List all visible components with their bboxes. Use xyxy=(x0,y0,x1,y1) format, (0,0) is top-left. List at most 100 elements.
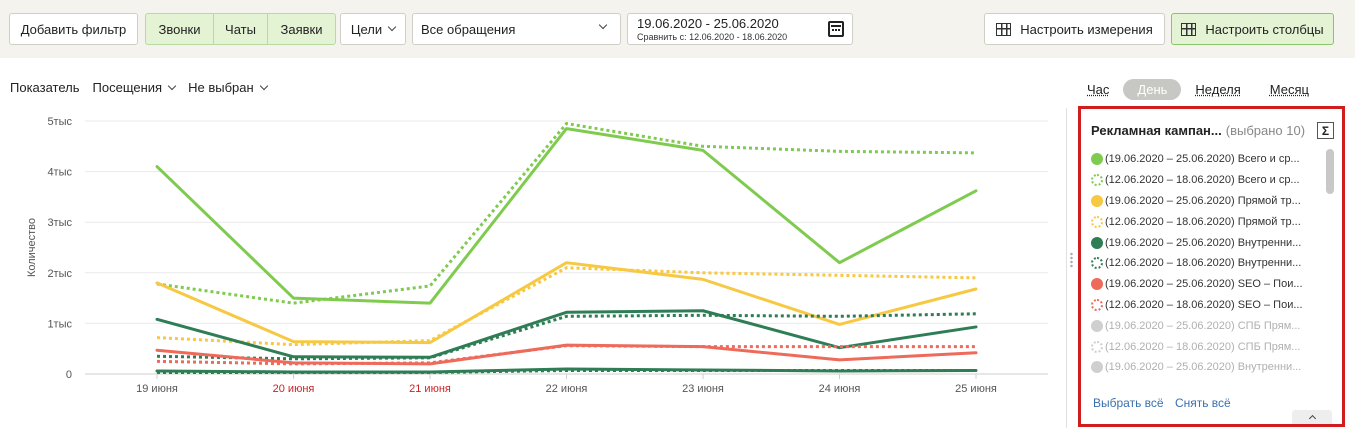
x-tick-label: 20 июня xyxy=(273,383,315,395)
series-marker-icon xyxy=(1091,319,1103,332)
legend-item-label: (12.06.2020 – 18.06.2020) SEO – Пои... xyxy=(1105,298,1303,311)
y-tick-label: 5тыс xyxy=(47,116,72,128)
legend-item-label: (12.06.2020 – 18.06.2020) СПБ Прям... xyxy=(1105,340,1301,353)
legend-title-text: Рекламная кампан... xyxy=(1091,123,1222,138)
legend-item-label: (12.06.2020 – 18.06.2020) Прямой тр... xyxy=(1105,215,1301,228)
configure-dimensions-label: Настроить измерения xyxy=(1020,21,1153,37)
date-range-picker[interactable]: 19.06.2020 - 25.06.2020 Сравнить с: 12.0… xyxy=(627,13,853,45)
series-line-comparison xyxy=(156,344,976,366)
legend-item-label: (12.06.2020 – 18.06.2020) Всего и ср... xyxy=(1105,174,1300,187)
legend-panel: Рекламная кампан... (выбрано 10) Σ (19.06… xyxy=(1078,106,1345,427)
table-grid-icon xyxy=(1181,22,1197,36)
legend-list: (19.06.2020 – 25.06.2020) Всего и ср... (… xyxy=(1091,149,1323,377)
series-line xyxy=(155,367,978,374)
legend-selected-count: (выбрано 10) xyxy=(1225,123,1306,138)
panel-divider xyxy=(1066,108,1067,428)
legend-item[interactable]: (12.06.2020 – 18.06.2020) SEO – Пои... xyxy=(1091,295,1323,316)
chevron-down-icon xyxy=(259,81,268,90)
metric-selector-row: Показатель Посещения Не выбран xyxy=(10,80,268,95)
calendar-icon[interactable] xyxy=(828,21,844,37)
legend-item-label: (19.06.2020 – 25.06.2020) Прямой тр... xyxy=(1105,194,1301,207)
tab-hour[interactable]: Час xyxy=(1087,82,1110,97)
legend-panel-title: Рекламная кампан... (выбрано 10) xyxy=(1091,123,1305,138)
series-dashed-marker-icon xyxy=(1091,340,1103,353)
metric-dropdown[interactable]: Посещения xyxy=(92,80,177,95)
y-axis-label: Количество xyxy=(26,218,38,277)
segment-chats[interactable]: Чаты xyxy=(214,14,268,44)
legend-item[interactable]: (19.06.2020 – 25.06.2020) SEO – Пои... xyxy=(1091,274,1323,295)
second-metric-dropdown[interactable]: Не выбран xyxy=(188,80,268,95)
second-metric-value: Не выбран xyxy=(188,80,254,95)
legend-item[interactable]: (19.06.2020 – 25.06.2020) СПБ Прям... xyxy=(1091,315,1323,336)
x-tick-label: 22 июня xyxy=(546,383,588,395)
configure-dimensions-button[interactable]: Настроить измерения xyxy=(984,13,1165,45)
add-filter-button[interactable]: Добавить фильтр xyxy=(9,13,138,45)
requests-select-value: Все обращения xyxy=(421,21,516,37)
compare-range-value: Сравнить с: 12.06.2020 - 18.06.2020 xyxy=(637,32,788,42)
chevron-down-icon xyxy=(598,20,608,30)
y-tick-label: 1тыс xyxy=(47,318,72,330)
segment-requests[interactable]: Заявки xyxy=(280,21,323,37)
legend-item[interactable]: (19.06.2020 – 25.06.2020) Прямой тр... xyxy=(1091,191,1323,212)
legend-item-label: (19.06.2020 – 25.06.2020) Всего и ср... xyxy=(1105,153,1300,166)
series-line-comparison xyxy=(156,312,977,361)
source-segment-group: Звонки Чаты Заявки xyxy=(145,13,336,45)
metric-label: Показатель xyxy=(10,80,80,95)
legend-scrollbar[interactable] xyxy=(1326,149,1334,194)
y-tick-label: 4тыс xyxy=(47,167,72,179)
period-tabs: Час День Неделя Месяц xyxy=(1087,79,1309,100)
sigma-button[interactable]: Σ xyxy=(1317,122,1334,139)
requests-select[interactable]: Все обращения xyxy=(412,13,621,45)
legend-item[interactable]: (19.06.2020 – 25.06.2020) Внутренни... xyxy=(1091,357,1323,377)
clear-all-link[interactable]: Снять всё xyxy=(1174,396,1231,410)
resize-handle-icon[interactable] xyxy=(1070,252,1073,268)
date-range-value: 19.06.2020 - 25.06.2020 xyxy=(637,16,779,31)
metric-value: Посещения xyxy=(92,80,163,95)
series-line-comparison xyxy=(156,122,977,305)
configure-columns-label: Настроить столбцы xyxy=(1205,21,1324,37)
legend-item[interactable]: (12.06.2020 – 18.06.2020) СПБ Прям... xyxy=(1091,336,1323,357)
chevron-down-icon xyxy=(387,22,397,32)
series-line-comparison xyxy=(157,368,976,374)
series-marker-icon xyxy=(1091,278,1103,291)
legend-item[interactable]: (12.06.2020 – 18.06.2020) Внутренни... xyxy=(1091,253,1323,274)
series-marker-icon xyxy=(1091,194,1103,207)
segment-calls[interactable]: Звонки xyxy=(146,14,214,44)
series-marker-icon xyxy=(1091,153,1103,166)
series-dashed-marker-icon xyxy=(1091,298,1103,311)
legend-item-label: (19.06.2020 – 25.06.2020) Внутренни... xyxy=(1105,236,1302,249)
series-line xyxy=(155,309,978,359)
tab-week[interactable]: Неделя xyxy=(1195,82,1241,97)
legend-item[interactable]: (12.06.2020 – 18.06.2020) Всего и ср... xyxy=(1091,170,1323,191)
x-tick-label: 23 июня xyxy=(682,383,724,395)
series-line xyxy=(155,261,978,345)
series-line xyxy=(155,127,978,305)
legend-item-label: (19.06.2020 – 25.06.2020) Внутренни... xyxy=(1105,361,1302,374)
x-tick-label: 21 июня xyxy=(409,383,451,395)
tab-month[interactable]: Месяц xyxy=(1269,82,1309,97)
y-tick-label: 2тыс xyxy=(47,268,72,280)
series-marker-icon xyxy=(1091,236,1103,249)
x-tick-label: 19 июня xyxy=(136,383,178,395)
goals-dropdown[interactable]: Цели xyxy=(340,13,406,45)
line-chart: 0 1тыс 2тыс 3тыс 4тыс 5тыс Количество 19 июня 20… xyxy=(26,116,1048,395)
collapse-button[interactable] xyxy=(1292,410,1332,424)
add-filter-label: Добавить фильтр xyxy=(20,21,127,37)
legend-item[interactable]: (19.06.2020 – 25.06.2020) Всего и ср... xyxy=(1091,149,1323,170)
configure-columns-button[interactable]: Настроить столбцы xyxy=(1171,13,1334,45)
chevron-up-icon xyxy=(1308,414,1316,423)
series-dashed-marker-icon xyxy=(1091,215,1103,228)
legend-item-label: (19.06.2020 – 25.06.2020) SEO – Пои... xyxy=(1105,278,1303,291)
legend-item-label: (12.06.2020 – 18.06.2020) Внутренни... xyxy=(1105,257,1302,270)
toolbar: Добавить фильтр Звонки Чаты Заявки Цели … xyxy=(0,0,1355,58)
chevron-down-icon xyxy=(167,81,177,90)
y-tick-label: 0 xyxy=(66,369,72,381)
select-all-link[interactable]: Выбрать всё xyxy=(1093,396,1164,410)
tab-day[interactable]: День xyxy=(1123,79,1182,100)
legend-item[interactable]: (12.06.2020 – 18.06.2020) Прямой тр... xyxy=(1091,211,1323,232)
legend-item[interactable]: (19.06.2020 – 25.06.2020) Внутренни... xyxy=(1091,232,1323,253)
series-dashed-marker-icon xyxy=(1091,257,1103,270)
x-tick-label: 24 июня xyxy=(819,383,861,395)
x-tick-label: 25 июня xyxy=(955,383,997,395)
goals-label: Цели xyxy=(350,21,383,37)
